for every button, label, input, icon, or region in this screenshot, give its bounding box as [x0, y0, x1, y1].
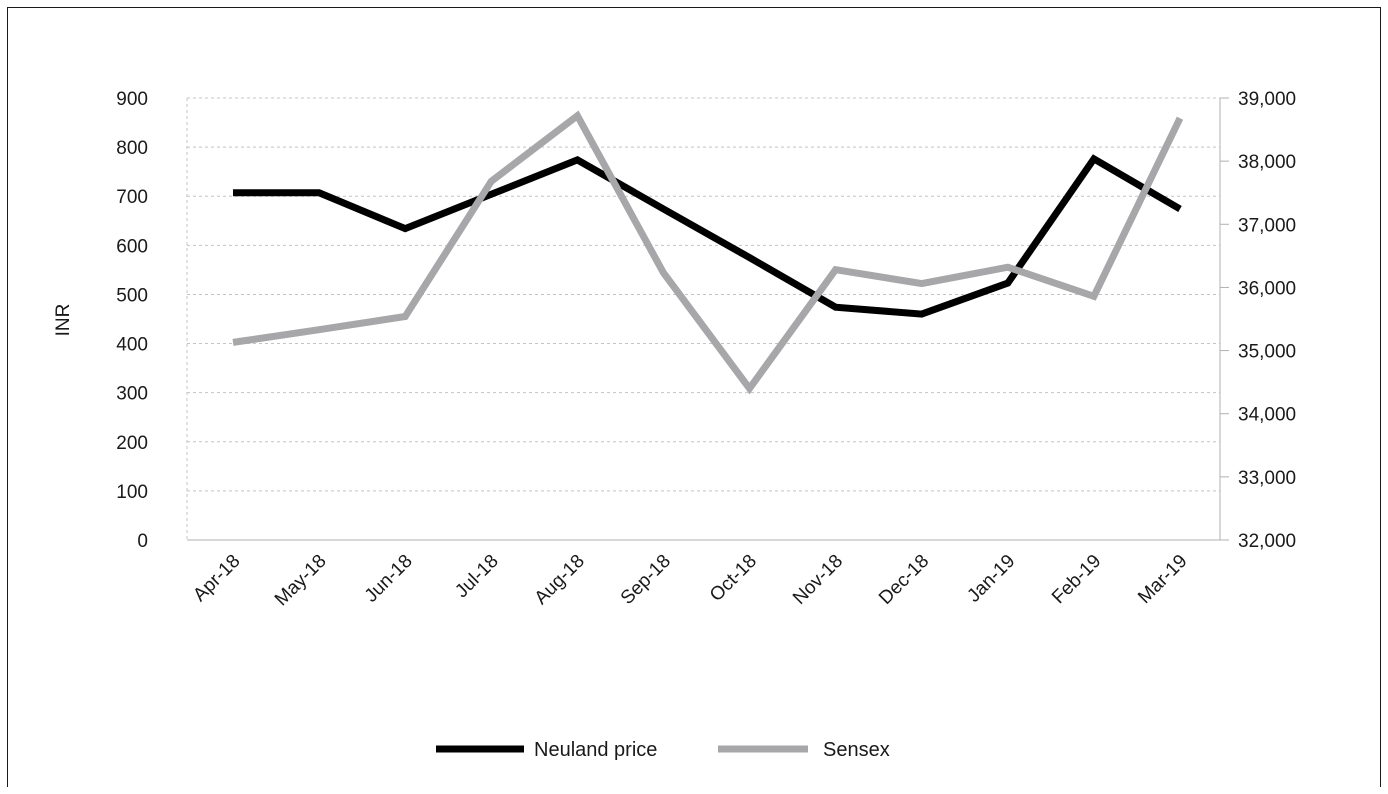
y-tick-label: 100 [116, 482, 148, 503]
gridlines [186, 97, 1220, 540]
series-line-sensex [232, 110, 1184, 395]
x-tick-label: Aug-18 [531, 551, 589, 609]
y2-tick-label: 36,000 [1238, 278, 1296, 299]
y-tick-label: 700 [116, 187, 148, 208]
x-tick-label: Feb-19 [1048, 551, 1105, 608]
x-tick-label: Sep-18 [617, 551, 675, 609]
x-tick-label: Jan-19 [963, 551, 1019, 607]
x-tick-label: Jul-18 [451, 551, 502, 602]
x-tick-label: Nov-18 [789, 551, 847, 609]
x-tick-label: Mar-19 [1134, 551, 1191, 608]
y2-tick-label: 34,000 [1238, 405, 1296, 426]
x-tick-label: Apr-18 [189, 551, 244, 606]
legend: Neuland price Sensex [436, 739, 890, 761]
x-tick-label: Jun-18 [361, 551, 417, 607]
y-tick-label: 500 [116, 285, 148, 306]
x-tick-label: Dec-18 [875, 551, 933, 609]
y-tick-label: 600 [116, 236, 148, 257]
y2-tick-label: 37,000 [1238, 215, 1296, 236]
y-tick-label: 800 [116, 138, 148, 159]
y2-tick-label: 35,000 [1238, 342, 1296, 363]
axes [187, 97, 1229, 541]
y-tick-label: 900 [116, 89, 148, 110]
tick-labels: 0 100 200 300 400 500 600 700 800 900 32,000 33,000… [116, 89, 1296, 610]
y2-tick-label: 33,000 [1238, 468, 1296, 489]
y-tick-label: 200 [116, 433, 148, 454]
legend-label: Neuland price [534, 739, 657, 761]
chart-frame [7, 7, 1381, 787]
legend-label: Sensex [823, 739, 890, 761]
y2-tick-label: 32,000 [1238, 531, 1296, 552]
y-tick-label: 0 [137, 531, 148, 552]
y2-tick-label: 39,000 [1238, 89, 1296, 110]
y-tick-label: 400 [116, 335, 148, 356]
y-tick-label: 300 [116, 384, 148, 405]
x-tick-label: Oct-18 [706, 551, 761, 606]
series-lines [232, 110, 1184, 395]
x-tick-label: May-18 [271, 551, 331, 611]
series-line-neuland-price [233, 154, 1182, 318]
y2-tick-label: 38,000 [1238, 152, 1296, 173]
y-axis-title: INR [53, 304, 74, 337]
